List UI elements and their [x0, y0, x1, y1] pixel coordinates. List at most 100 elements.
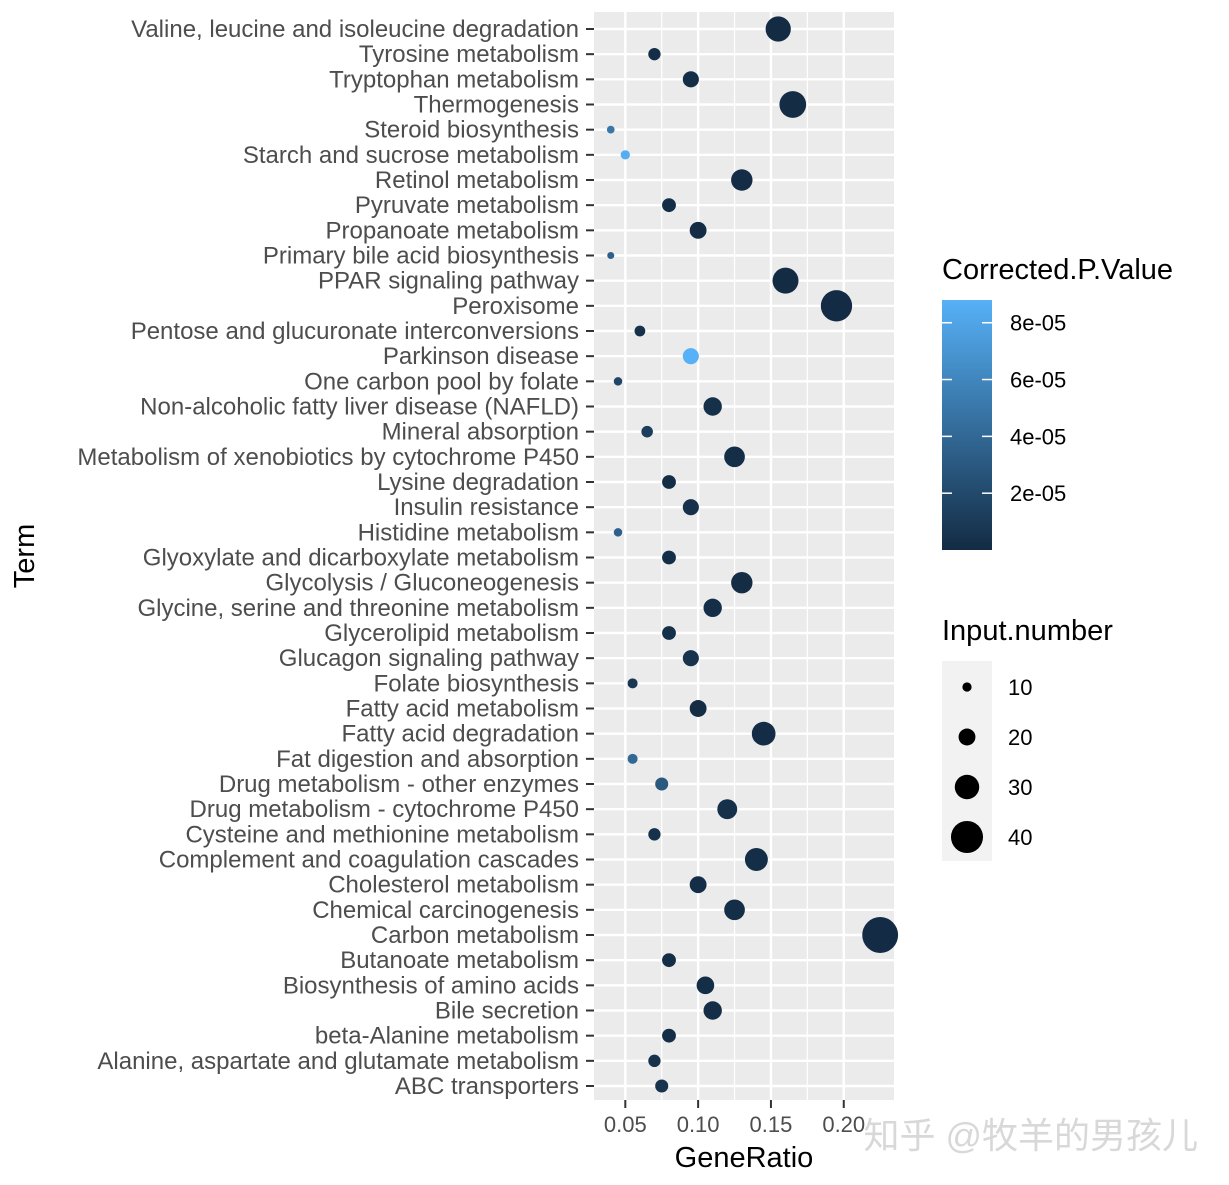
term-label: Insulin resistance: [394, 494, 579, 521]
data-point: [772, 267, 799, 294]
size-legend-label: 30: [1008, 775, 1032, 800]
term-label: Tyrosine metabolism: [359, 41, 579, 68]
term-label: Cysteine and methionine metabolism: [185, 821, 579, 848]
term-label: Peroxisome: [452, 293, 579, 320]
watermark: 知乎 @牧羊的男孩儿: [863, 1115, 1198, 1156]
data-point: [689, 876, 707, 894]
term-label: Glycolysis / Gluconeogenesis: [266, 570, 579, 597]
term-label: Complement and coagulation cascades: [159, 847, 579, 874]
data-point: [689, 221, 707, 239]
term-label: Pentose and glucuronate interconversions: [131, 318, 579, 345]
term-label: Primary bile acid biosynthesis: [263, 243, 579, 270]
term-label: beta-Alanine metabolism: [315, 1023, 579, 1050]
data-point: [613, 377, 623, 386]
term-label: Parkinson disease: [383, 343, 579, 370]
data-point: [648, 828, 661, 841]
term-label: Valine, leucine and isoleucine degradati…: [131, 16, 579, 43]
size-legend-keys: 10 20 30 40: [950, 675, 1032, 854]
size-legend-key: [954, 774, 980, 800]
data-point: [731, 169, 753, 191]
size-legend-key: [950, 820, 984, 854]
term-label: Glycerolipid metabolism: [324, 620, 579, 647]
term-label: Glycine, serine and threonine metabolism: [137, 595, 579, 622]
term-label: Mineral absorption: [382, 419, 579, 446]
term-label: Histidine metabolism: [358, 519, 579, 546]
term-label: Carbon metabolism: [371, 922, 579, 949]
data-point: [744, 848, 768, 871]
color-legend-bar: [942, 300, 992, 550]
data-point: [662, 1028, 676, 1043]
term-label: Steroid biosynthesis: [364, 117, 579, 144]
data-point: [703, 1001, 722, 1020]
term-labels: Valine, leucine and isoleucine degradati…: [77, 16, 579, 1100]
y-axis-title: Term: [9, 524, 41, 588]
data-point: [655, 777, 669, 791]
color-legend-title: Corrected.P.Value: [942, 254, 1173, 286]
data-point: [627, 678, 638, 689]
data-point: [682, 348, 699, 365]
data-point: [765, 16, 791, 42]
data-point: [627, 753, 638, 764]
size-legend-key: [958, 728, 976, 746]
size-legend-label: 40: [1008, 825, 1032, 850]
data-point: [731, 571, 753, 594]
size-legend-key: [962, 682, 972, 692]
term-label: Pyruvate metabolism: [355, 192, 579, 219]
color-legend-label: 4e-05: [1010, 424, 1066, 449]
x-tick-label: 0.15: [750, 1112, 793, 1137]
term-label: Metabolism of xenobiotics by cytochrome …: [77, 444, 579, 471]
data-point: [606, 125, 615, 134]
color-legend-label: 8e-05: [1010, 311, 1066, 336]
x-axis-title: GeneRatio: [675, 1142, 814, 1174]
data-point: [724, 446, 745, 468]
data-point: [862, 917, 899, 953]
data-point: [682, 499, 699, 516]
data-point: [689, 700, 707, 717]
data-point: [648, 48, 661, 61]
term-label: Cholesterol metabolism: [328, 872, 579, 899]
data-point: [662, 550, 676, 565]
term-label: Fatty acid metabolism: [346, 696, 579, 723]
x-tick-label: 0.20: [822, 1112, 865, 1137]
term-label: Chemical carcinogenesis: [312, 897, 579, 924]
grid-lines: [594, 12, 894, 1100]
term-label: Drug metabolism - cytochrome P450: [190, 796, 579, 823]
x-tick-label: 0.10: [677, 1112, 720, 1137]
data-point: [634, 325, 646, 337]
color-legend-label: 6e-05: [1010, 368, 1066, 393]
data-point: [717, 799, 738, 820]
term-label: Fatty acid degradation: [342, 721, 579, 748]
data-point: [751, 721, 776, 746]
data-point: [613, 528, 623, 537]
data-point: [641, 425, 653, 438]
data-point: [655, 1079, 669, 1093]
term-label: Bile secretion: [435, 998, 579, 1025]
data-point: [662, 198, 676, 213]
size-legend-title: Input.number: [942, 615, 1113, 647]
x-axis: 0.05 0.10 0.15 0.20: [604, 1100, 865, 1137]
term-label: Glyoxylate and dicarboxylate metabolism: [143, 545, 579, 572]
data-point: [682, 71, 699, 88]
data-point: [620, 150, 630, 160]
term-label: Glucagon signaling pathway: [279, 645, 579, 672]
data-point: [607, 252, 615, 259]
term-label: PPAR signaling pathway: [318, 268, 579, 295]
term-label: ABC transporters: [395, 1073, 579, 1100]
term-label: Lysine degradation: [377, 469, 579, 496]
term-label: Thermogenesis: [414, 92, 579, 119]
term-label: Propanoate metabolism: [326, 217, 579, 244]
size-legend-label: 20: [1008, 725, 1032, 750]
term-label: Starch and sucrose metabolism: [243, 142, 579, 169]
term-label: Drug metabolism - other enzymes: [219, 771, 579, 798]
points: [606, 16, 899, 1093]
term-label: Folate biosynthesis: [374, 670, 579, 697]
term-label: Butanoate metabolism: [340, 947, 579, 974]
term-label: Tryptophan metabolism: [329, 66, 579, 93]
data-point: [703, 598, 722, 618]
term-label: Biosynthesis of amino acids: [283, 972, 579, 999]
data-point: [724, 899, 745, 921]
color-legend-label: 2e-05: [1010, 481, 1066, 506]
size-legend-label: 10: [1008, 675, 1032, 700]
data-point: [820, 290, 853, 322]
